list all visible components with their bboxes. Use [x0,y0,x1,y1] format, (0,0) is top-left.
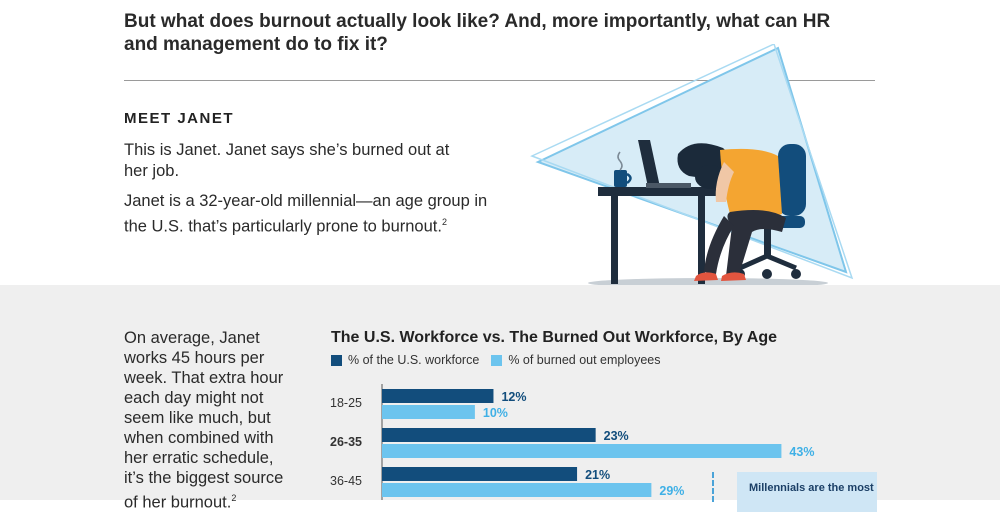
data-label: 23% [604,429,629,443]
mug-handle [626,172,632,185]
steam [617,151,623,171]
coffee-mug [614,170,627,187]
burned-out-worker-illustration [530,44,854,288]
chair-post [764,228,771,258]
person-arm [715,162,734,202]
person-shoe [721,272,746,281]
laptop-screen [638,140,660,187]
chair-back [778,144,806,216]
callout-text: Millennials are the most [749,482,874,494]
legend-item-burned-out: % of burned out employees [491,353,661,367]
laptop-base [646,183,691,188]
chart-legend: % of the U.S. workforce % of burned out … [331,353,673,367]
hours-text: On average, Janet works 45 hours per wee… [124,329,284,512]
bar [382,428,596,442]
data-label: 10% [483,406,508,420]
triangle-outline [530,44,854,280]
section-divider [124,80,875,81]
person-legs [726,210,786,278]
janet-age-text: Janet is a 32-year-old millennial—an age… [124,192,488,236]
bar [382,405,475,419]
chair-wheel [762,269,772,279]
workforce-section: On average, Janet works 45 hours per wee… [0,285,1000,512]
desk-leg-left [611,196,618,284]
chair-wheel [791,269,801,279]
data-label: 21% [585,468,610,482]
category-label: 26-35 [330,435,362,449]
age-bar-chart: 18-25 12% 10% 26-35 23% 43% 36-45 21% 29% [330,384,814,500]
footnote-marker: 2 [441,217,447,227]
bar [382,467,578,481]
legend-label: % of the U.S. workforce [348,353,480,367]
chart-title: The U.S. Workforce vs. The Burned Out Wo… [331,329,778,346]
meet-janet-heading: MEET JANET [124,110,235,127]
legend-label: % of burned out employees [508,353,661,367]
data-label: 12% [501,390,526,404]
desk-leg-right [698,196,705,284]
person-legs [704,216,734,274]
hours-paragraph: On average, Janet works 45 hours per wee… [124,328,294,513]
category-label: 36-45 [330,474,362,488]
intro-question: But what does burnout actually look like… [124,11,831,55]
data-label: 29% [659,484,684,498]
bar [382,444,782,458]
legend-item-us-workforce: % of the U.S. workforce [331,353,479,367]
person-shoe [694,272,718,281]
chair-base [738,253,797,271]
category-label: 18-25 [330,396,362,410]
footnote-marker: 2 [231,493,237,503]
millennials-callout: Millennials are the most [737,472,877,512]
bar [382,483,652,497]
bar [382,389,494,403]
legend-swatch-dark [331,354,342,366]
data-label: 43% [789,445,814,459]
meet-janet-section: But what does burnout actually look like… [124,11,875,288]
legend-swatch-light [491,354,503,366]
desk-top [598,187,716,196]
janet-age-paragraph: Janet is a 32-year-old millennial—an age… [124,191,494,238]
callout-connector [712,472,714,502]
janet-intro-paragraph: This is Janet. Janet says she’s burned o… [124,141,450,180]
person-torso [720,148,782,219]
